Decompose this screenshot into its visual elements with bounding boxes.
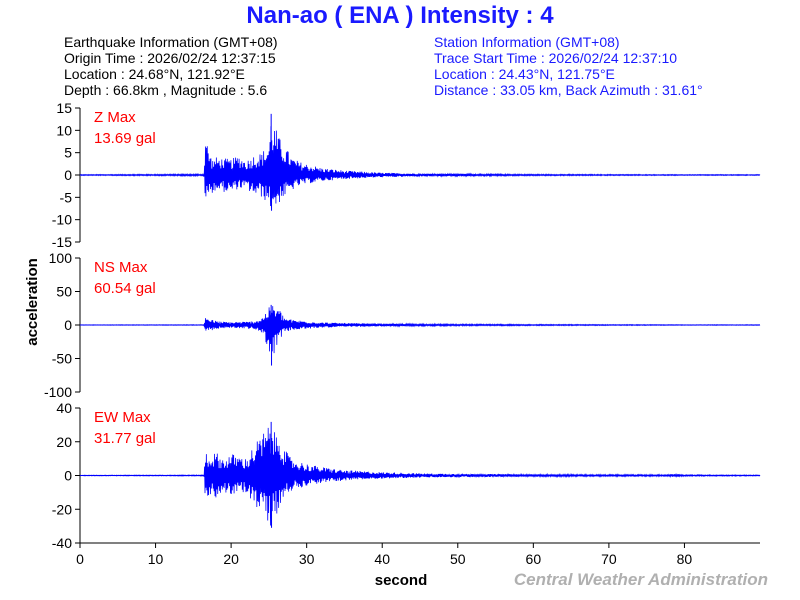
y-tick-label: 20 bbox=[56, 434, 72, 450]
station-info-heading: Station Information (GMT+08) bbox=[434, 34, 620, 50]
y-tick-label: -5 bbox=[60, 189, 73, 205]
max-value: 13.69 gal bbox=[94, 130, 156, 147]
y-tick-label: 40 bbox=[56, 400, 72, 416]
series-line-ew bbox=[79, 427, 761, 527]
y-tick-label: -40 bbox=[52, 535, 72, 551]
max-value: 60.54 gal bbox=[94, 280, 156, 297]
series-line-ns bbox=[79, 306, 761, 354]
y-tick-label: -100 bbox=[44, 384, 72, 400]
y-tick-label: 0 bbox=[64, 468, 72, 484]
max-label: NS Max bbox=[94, 259, 148, 276]
earthquake-info: Earthquake Information (GMT+08) Origin T… bbox=[64, 34, 278, 98]
y-tick-label: -50 bbox=[52, 351, 72, 367]
depth-magnitude: Depth : 66.8km , Magnitude : 5.6 bbox=[64, 82, 268, 98]
y-axis-label: acceleration bbox=[24, 258, 41, 346]
max-value: 31.77 gal bbox=[94, 430, 156, 447]
y-tick-label: -10 bbox=[52, 212, 72, 228]
y-tick-label: -15 bbox=[52, 234, 72, 250]
x-tick-label: 30 bbox=[299, 551, 315, 567]
chart-title: Nan-ao ( ENA ) Intensity : 4 bbox=[246, 2, 554, 29]
x-tick-label: 20 bbox=[223, 551, 239, 567]
panel-z: -15 -10 -5 0 5 10 15 Z Max 13.69 gal bbox=[52, 100, 761, 250]
x-tick-label: 10 bbox=[148, 551, 164, 567]
x-tick-label: 40 bbox=[374, 551, 390, 567]
y-tick-label: 0 bbox=[64, 317, 72, 333]
trace-start-time: Trace Start Time : 2026/02/24 12:37:10 bbox=[434, 50, 678, 66]
y-tick-label: 15 bbox=[56, 100, 72, 116]
x-tick-label: 70 bbox=[601, 551, 617, 567]
station-info: Station Information (GMT+08) Trace Start… bbox=[434, 34, 703, 98]
epicenter-location: Location : 24.68°N, 121.92°E bbox=[64, 66, 245, 82]
credit-text: Central Weather Administration bbox=[513, 570, 768, 589]
origin-time: Origin Time : 2026/02/24 12:37:15 bbox=[64, 50, 276, 66]
y-tick-label: -20 bbox=[52, 501, 72, 517]
x-tick-label: 50 bbox=[450, 551, 466, 567]
panel-ns: -100 -50 0 50 100 NS Max 60.54 gal bbox=[44, 250, 761, 400]
x-axis-label: second bbox=[375, 572, 428, 589]
series-line-z bbox=[79, 126, 761, 208]
panel-ew: -40 -20 0 20 40 EW Max 31.77 gal bbox=[52, 400, 761, 551]
max-label: Z Max bbox=[94, 109, 136, 126]
x-tick-label: 80 bbox=[677, 551, 693, 567]
y-tick-label: 100 bbox=[49, 250, 73, 266]
station-location: Location : 24.43°N, 121.75°E bbox=[434, 66, 615, 82]
y-tick-label: 5 bbox=[64, 145, 72, 161]
earthquake-info-heading: Earthquake Information (GMT+08) bbox=[64, 34, 278, 50]
y-tick-label: 50 bbox=[56, 284, 72, 300]
x-tick-label: 0 bbox=[76, 551, 84, 567]
max-label: EW Max bbox=[94, 409, 151, 426]
y-tick-label: 10 bbox=[56, 122, 72, 138]
y-tick-label: 0 bbox=[64, 167, 72, 183]
x-tick-label: 60 bbox=[526, 551, 542, 567]
distance-azimuth: Distance : 33.05 km, Back Azimuth : 31.6… bbox=[434, 82, 703, 98]
